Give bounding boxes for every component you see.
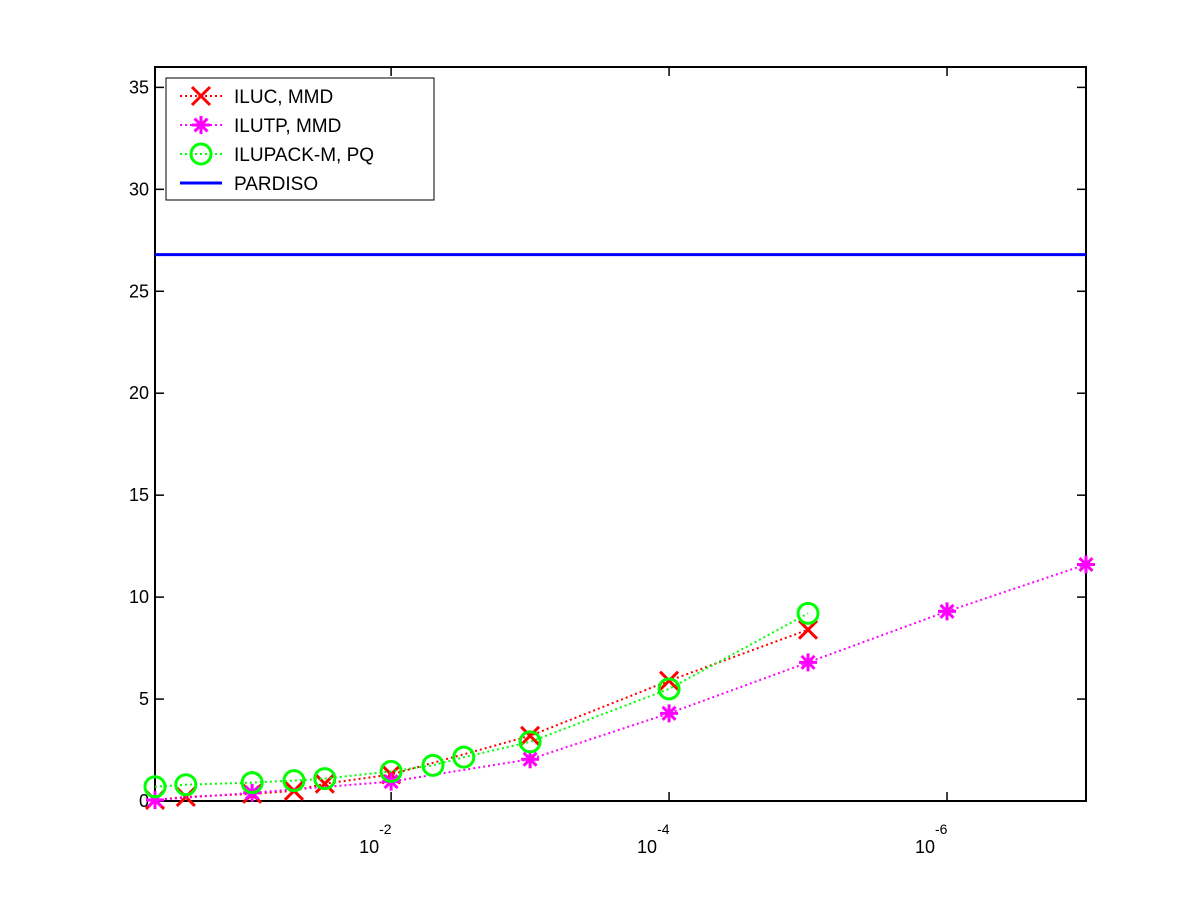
series-line [154,563,1087,801]
x-tick-exponent: -6 [935,821,948,837]
y-tick-label: 20 [129,383,149,403]
marker-asterisk [192,116,210,134]
legend-label: ILUC, MMD [234,87,333,108]
marker-circle [452,745,476,769]
marker-x [520,725,541,746]
marker-circle [174,773,198,797]
marker-circle [313,767,337,791]
legend-box [165,77,435,201]
y-axis: 0 5 10 15 20 25 30 35 [129,77,1086,811]
legend-entry: ILUC, MMD [180,85,333,108]
marker-circle [518,730,542,754]
x-tick-base: 10 [359,837,379,857]
legend-entry: ILUPACK-M, PQ [180,142,374,166]
marker-x [797,619,819,640]
series-layer [143,253,1095,811]
x-tick-exponent: -2 [379,821,392,837]
legend-label: PARDISO [234,174,318,195]
marker-asterisk [521,750,540,769]
marker-asterisk [146,790,164,809]
marker-circle [143,775,167,799]
marker-x [190,85,212,107]
x-tick-base: 10 [637,837,657,857]
legend-entry: PARDISO [180,174,318,195]
legend-label: ILUPACK-M, PQ [234,145,374,166]
marker-circle [240,771,264,795]
x-tick-exponent: -4 [657,821,670,837]
y-tick-label: 35 [129,77,149,97]
marker-asterisk [938,602,957,621]
legend-label: ILUTP, MMD [234,116,341,137]
x-tick-base: 10 [915,837,935,857]
marker-circle [657,677,681,701]
marker-circle [379,759,403,783]
marker-asterisk [660,704,679,723]
series-2 [143,601,820,799]
marker-asterisk [799,653,818,672]
marker-circle [421,753,445,777]
marker-asterisk [1077,555,1095,574]
y-tick-label: 5 [139,689,149,709]
series-line [154,612,809,788]
legend-entry: ILUTP, MMD [180,116,341,137]
y-tick-label: 15 [129,485,149,505]
y-tick-label: 30 [129,179,149,199]
marker-circle [189,142,213,166]
legend: ILUC, MMD ILUTP, MMD ILUPACK-M, PQ PARDISO [165,77,435,201]
y-tick-label: 0 [139,791,149,811]
y-tick-label: 10 [129,587,149,607]
marker-circle [796,601,820,625]
marker-circle [282,769,306,793]
marker-x [659,670,680,691]
x-axis: 10-210-410-6 [359,67,948,857]
y-tick-label: 25 [129,281,149,301]
